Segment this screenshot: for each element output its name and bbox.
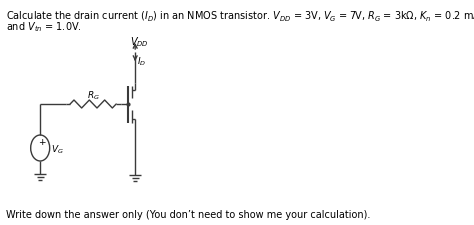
- Text: $V_{DD}$: $V_{DD}$: [130, 35, 149, 49]
- Text: $I_D$: $I_D$: [137, 55, 146, 68]
- Text: $V_G$: $V_G$: [51, 143, 64, 155]
- Text: +: +: [38, 138, 46, 147]
- Text: Write down the answer only (You don’t need to show me your calculation).: Write down the answer only (You don’t ne…: [6, 210, 370, 220]
- Text: and $V_{tn}$ = 1.0V.: and $V_{tn}$ = 1.0V.: [6, 20, 82, 34]
- Text: $R_G$: $R_G$: [87, 90, 100, 103]
- Text: Calculate the drain current ($I_D$) in an NMOS transistor. $V_{DD}$ = 3V, $V_G$ : Calculate the drain current ($I_D$) in a…: [6, 9, 474, 24]
